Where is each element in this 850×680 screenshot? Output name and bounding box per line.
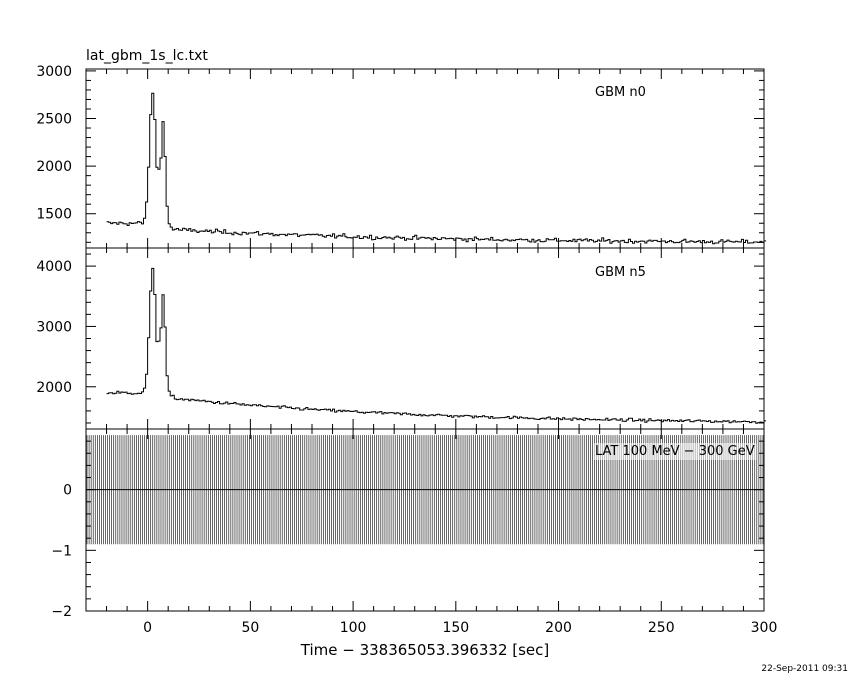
- panel-gbm-n0-label: GBM n0: [595, 85, 646, 100]
- y-tick-label: 1500: [36, 207, 72, 223]
- panel-gbm-n5-label: GBM n5: [595, 265, 646, 280]
- x-tick-label: 0: [143, 620, 152, 636]
- panel-gbm-n0-frame: [85, 68, 765, 249]
- figure-title: lat_gbm_1s_lc.txt: [86, 48, 208, 64]
- y-tick-label: −2: [51, 604, 72, 620]
- x-tick-label: 300: [751, 620, 778, 636]
- y-tick-label: 2000: [36, 380, 72, 396]
- panel-gbm-n5-xaxis: [85, 248, 765, 429]
- x-tick-label: 50: [241, 620, 259, 636]
- panel-gbm-n5-yaxis: 2000 3000 4000: [36, 253, 764, 424]
- y-tick-label: −1: [51, 543, 72, 559]
- series-gbm-n5: [106, 267, 767, 424]
- x-tick-label: 100: [340, 620, 367, 636]
- timestamp: 22-Sep-2011 09:31: [761, 664, 848, 674]
- panel-gbm-n0: GBM n0 1500 2000 2500 3000: [36, 64, 767, 249]
- y-tick-label: 4000: [36, 259, 72, 275]
- y-tick-label: 3000: [36, 64, 72, 80]
- panel-gbm-n5: GBM n5 2000 3000 4000: [36, 247, 767, 430]
- lat-label-backdrop: [593, 443, 757, 460]
- x-axis-label: Time − 338365053.396332 [sec]: [300, 641, 550, 659]
- panel-lat: LAT 100 MeV − 300 GeV −2 −1 0: [51, 428, 765, 620]
- y-tick-label: 3000: [36, 319, 72, 335]
- panel-lat-label: LAT 100 MeV − 300 GeV: [595, 444, 755, 459]
- panel-gbm-n0-xaxis: [85, 69, 765, 248]
- series-gbm-n0: [106, 92, 767, 245]
- panel-lat-xaxis: [85, 429, 765, 611]
- x-tick-labels: 0 50 100 150 200 250 300: [143, 620, 777, 636]
- x-tick-label: 250: [648, 620, 675, 636]
- panel-gbm-n5-frame: [85, 247, 765, 430]
- y-tick-label: 0: [63, 483, 72, 499]
- x-tick-label: 200: [545, 620, 572, 636]
- panel-lat-frame: [85, 428, 765, 612]
- y-tick-label: 2000: [36, 159, 72, 175]
- panel-lat-yaxis: −2 −1 0: [51, 428, 764, 620]
- y-tick-label: 2500: [36, 112, 72, 128]
- x-tick-label: 150: [442, 620, 469, 636]
- panel-gbm-n0-yaxis: 1500 2000 2500 3000: [36, 64, 764, 243]
